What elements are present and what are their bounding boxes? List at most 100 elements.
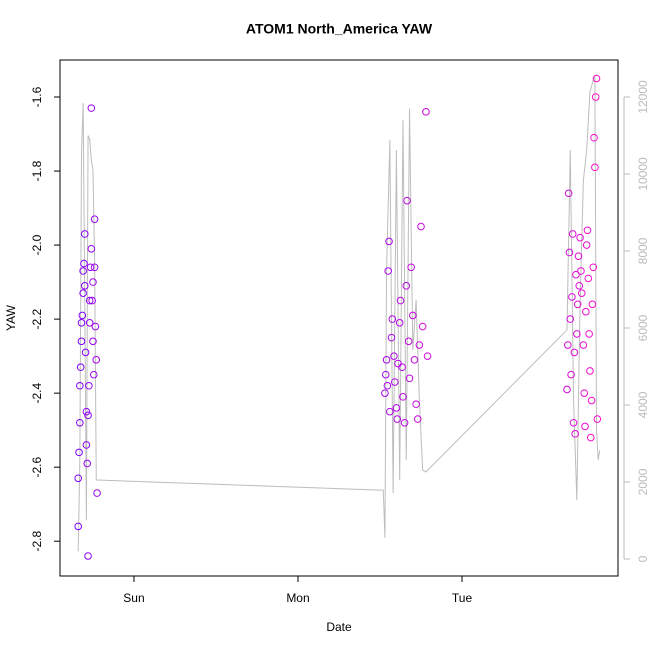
point xyxy=(89,370,98,379)
point xyxy=(80,281,89,290)
point xyxy=(571,430,579,438)
point xyxy=(415,341,424,349)
point xyxy=(405,374,414,383)
x-tick-label: Mon xyxy=(286,591,309,605)
point xyxy=(587,396,596,405)
point xyxy=(575,281,584,290)
point xyxy=(577,289,586,297)
point xyxy=(76,363,85,372)
point xyxy=(404,337,413,346)
point xyxy=(581,422,589,431)
point xyxy=(591,163,599,172)
point xyxy=(574,252,583,260)
y-tick-label: -2.2 xyxy=(30,308,44,329)
point xyxy=(586,367,594,375)
point xyxy=(399,393,407,401)
point xyxy=(423,352,432,360)
point xyxy=(564,341,572,349)
point xyxy=(586,433,595,442)
point xyxy=(387,333,396,342)
point xyxy=(589,263,598,272)
point xyxy=(76,381,84,390)
point xyxy=(84,411,92,420)
point xyxy=(79,289,87,297)
y2-tick-label: 10000 xyxy=(636,157,650,191)
y-tick-label: -2.0 xyxy=(30,234,44,255)
y2-tick-label: 8000 xyxy=(636,237,650,264)
point xyxy=(410,356,419,364)
point xyxy=(579,341,588,349)
point xyxy=(418,322,427,331)
chart-title: ATOM1 North_America YAW xyxy=(246,21,433,37)
point xyxy=(390,352,398,360)
point xyxy=(409,311,417,320)
point xyxy=(80,230,89,238)
point xyxy=(567,370,575,379)
point xyxy=(77,337,86,346)
point xyxy=(87,104,96,112)
y-tick-label: -1.8 xyxy=(30,160,44,181)
point xyxy=(584,274,593,283)
point xyxy=(88,296,96,305)
point xyxy=(572,270,580,279)
point xyxy=(402,281,411,290)
point xyxy=(585,330,593,338)
point xyxy=(590,133,598,142)
point xyxy=(563,385,571,394)
y2-tick-label: 2000 xyxy=(636,468,650,495)
point xyxy=(392,404,401,412)
point xyxy=(382,356,391,364)
point xyxy=(381,370,390,379)
y-tick-label: -2.6 xyxy=(30,457,44,478)
point xyxy=(403,196,411,205)
point xyxy=(77,319,86,327)
point xyxy=(82,407,91,416)
point xyxy=(588,300,597,309)
point xyxy=(383,381,392,390)
point xyxy=(570,348,579,357)
point xyxy=(573,330,581,338)
point xyxy=(79,267,87,275)
y-axis-label: YAW xyxy=(4,304,18,331)
point xyxy=(74,474,83,483)
point xyxy=(390,378,399,386)
point xyxy=(568,293,576,301)
plot-frame xyxy=(59,59,619,577)
point xyxy=(75,448,83,457)
y-tick-label: -2.8 xyxy=(30,531,44,552)
point xyxy=(395,319,404,327)
point xyxy=(89,278,97,286)
point xyxy=(85,319,94,327)
point xyxy=(87,244,96,253)
point xyxy=(393,415,402,423)
y2-tick-label: 4000 xyxy=(636,391,650,418)
point xyxy=(93,489,101,497)
point xyxy=(396,296,405,305)
point xyxy=(412,400,420,409)
line xyxy=(77,75,601,552)
point xyxy=(74,522,83,531)
point xyxy=(400,418,409,427)
x-tick-label: Tue xyxy=(452,591,473,605)
point xyxy=(385,237,393,246)
point xyxy=(576,233,584,242)
point xyxy=(386,407,394,416)
point xyxy=(568,230,577,238)
x-tick-label: Sun xyxy=(123,591,144,605)
point xyxy=(388,315,397,323)
point xyxy=(422,108,430,116)
point xyxy=(582,241,591,249)
point xyxy=(381,389,389,397)
point xyxy=(89,337,97,346)
point xyxy=(78,311,87,320)
point xyxy=(90,215,99,223)
point xyxy=(81,348,90,357)
point xyxy=(398,363,406,372)
point xyxy=(84,552,92,560)
x-axis-label: Date xyxy=(326,620,352,634)
y2-tick-label: 12000 xyxy=(636,80,650,114)
point xyxy=(573,300,582,309)
point xyxy=(76,418,84,427)
